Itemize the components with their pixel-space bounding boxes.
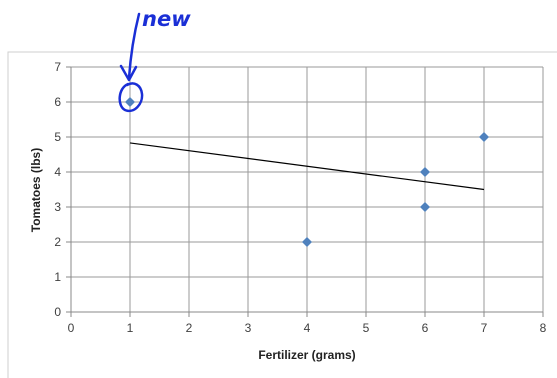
x-tick-label: 1 xyxy=(127,321,134,335)
y-tick-label: 5 xyxy=(54,130,61,144)
y-tick-label: 0 xyxy=(54,305,61,319)
handwritten-annotation: new xyxy=(118,7,191,113)
y-tick-label: 4 xyxy=(54,165,61,179)
chart-area-border xyxy=(7,51,557,378)
x-tick-label: 0 xyxy=(68,321,75,335)
trendline-layer xyxy=(129,142,485,191)
x-tick-label: 4 xyxy=(304,321,311,335)
data-point xyxy=(302,237,312,247)
annotation-arrow-head xyxy=(119,64,138,82)
x-axis-title: Fertilizer (grams) xyxy=(258,348,355,362)
x-tick-label: 7 xyxy=(481,321,488,335)
x-tick-label: 6 xyxy=(422,321,429,335)
y-tick-label: 2 xyxy=(54,235,61,249)
tick-labels: 0 1 2 3 4 5 6 7 0 1 2 3 4 5 6 7 8 xyxy=(54,60,546,335)
y-axis-title: Tomatoes (lbs) xyxy=(29,148,43,232)
data-point xyxy=(479,132,489,142)
y-tick-label: 7 xyxy=(54,60,61,74)
data-point xyxy=(420,167,430,177)
data-point xyxy=(125,97,135,107)
x-tick-label: 5 xyxy=(363,321,370,335)
annotation-circle xyxy=(118,82,144,113)
y-tick-label: 6 xyxy=(54,95,61,109)
y-tick-label: 3 xyxy=(54,200,61,214)
x-tick-label: 3 xyxy=(245,321,252,335)
x-tick-label: 2 xyxy=(186,321,193,335)
axes xyxy=(66,66,544,317)
data-points xyxy=(125,97,489,247)
gridlines xyxy=(71,66,544,312)
annotation-text: new xyxy=(142,7,191,31)
trendline xyxy=(129,142,485,191)
x-tick-label: 8 xyxy=(540,321,547,335)
data-point xyxy=(420,202,430,212)
annotation-arrow-shaft xyxy=(127,12,141,80)
y-tick-label: 1 xyxy=(54,270,61,284)
